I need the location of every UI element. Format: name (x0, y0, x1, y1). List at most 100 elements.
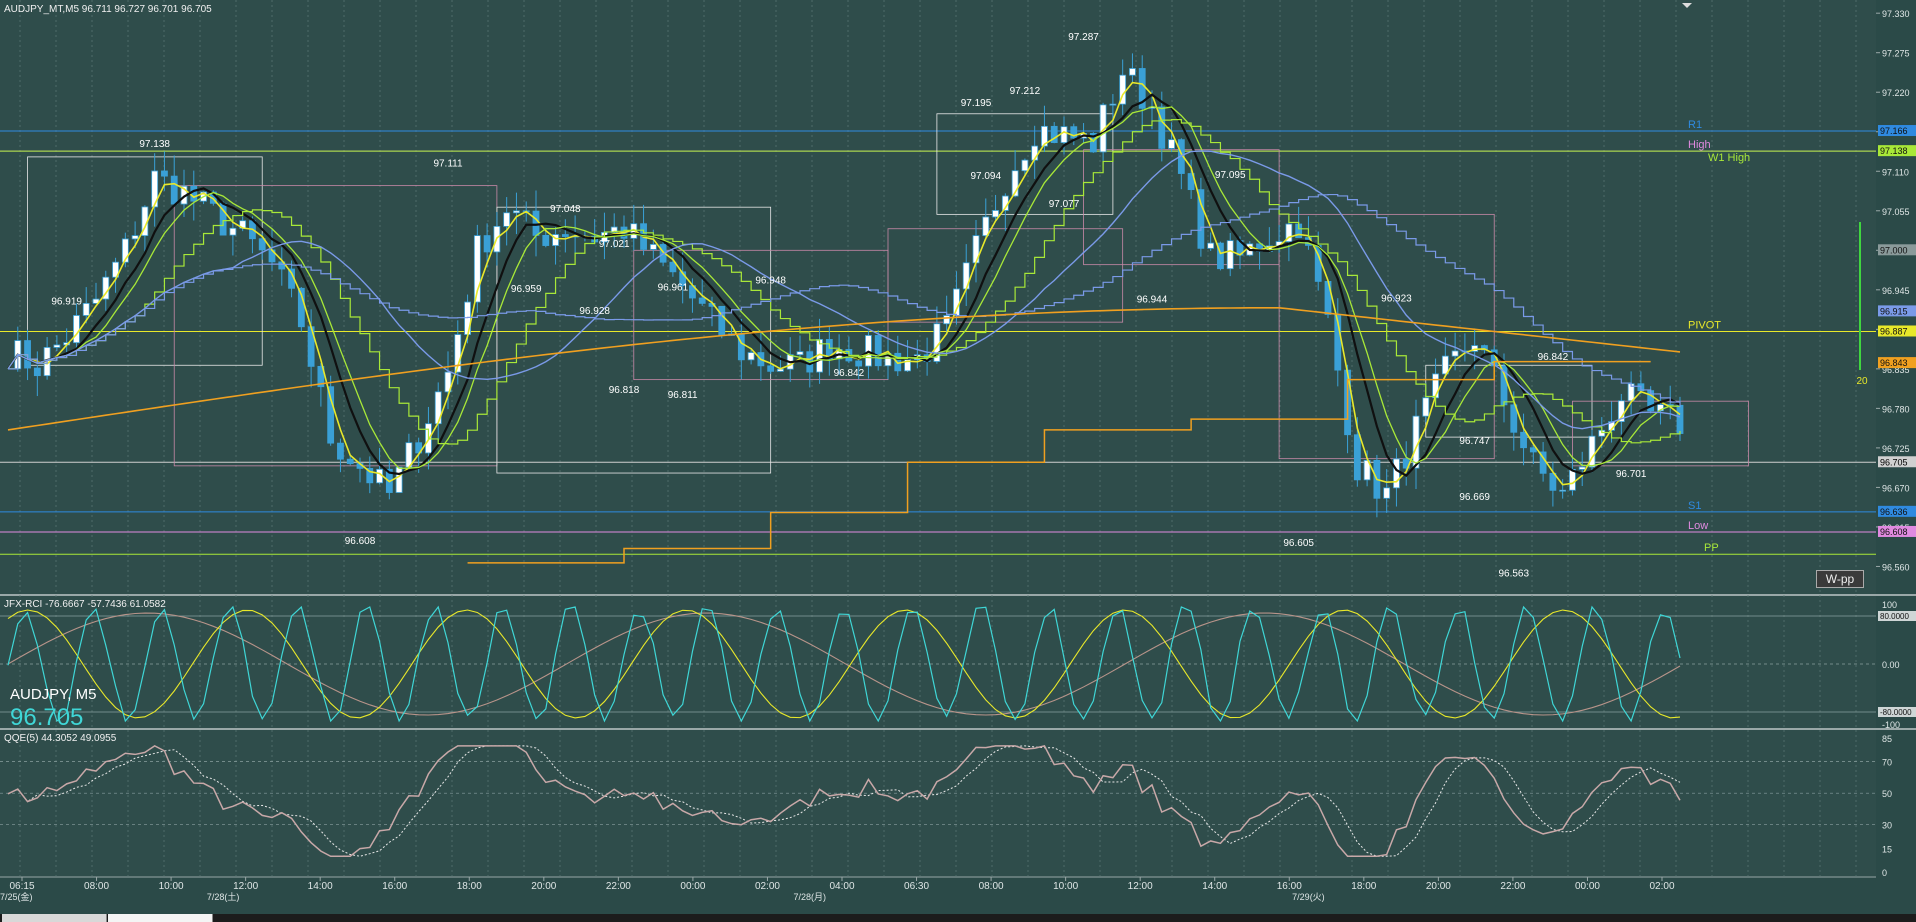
candle (366, 468, 374, 484)
x-tick-label: 02:00 (755, 881, 780, 892)
candle (532, 210, 540, 236)
candle (229, 227, 237, 236)
tab-chart-2[interactable] (108, 914, 213, 922)
ma-blue-step-line (8, 193, 1681, 408)
candle (718, 305, 726, 336)
ma-blue-line (7, 150, 1681, 430)
candle (1060, 126, 1068, 143)
rci-y-tick-label: 80.0000 (1880, 612, 1909, 621)
candle (444, 371, 452, 393)
x-tick-label: 06:15 (9, 881, 34, 892)
pane-divider[interactable] (0, 594, 1916, 596)
x-tick-label: 10:00 (159, 881, 184, 892)
pane-divider[interactable] (0, 728, 1916, 730)
x-tick-label: 14:00 (308, 881, 333, 892)
candle (1129, 68, 1136, 76)
qqe-y-tick-label: 15 (1882, 844, 1892, 854)
axis-price-tag-label: 96.608 (1880, 527, 1908, 537)
candle (170, 175, 178, 205)
candle (1569, 468, 1576, 491)
candle (346, 458, 354, 464)
candle (1168, 139, 1175, 149)
qqe-signal-line (7, 745, 1681, 857)
candle (121, 238, 129, 263)
candle (112, 261, 119, 278)
candle (337, 442, 344, 460)
qqe-pane-header: QQE(5) 44.3052 49.0955 (4, 733, 117, 744)
candle (1441, 355, 1449, 375)
price-pane-header: AUDJPY_MT,M5 96.711 96.727 96.701 96.705 (4, 4, 212, 15)
price-label: 96.944 (1137, 295, 1168, 306)
candle (1676, 404, 1684, 434)
candle (982, 216, 990, 237)
ma-mid-line (7, 93, 1681, 477)
qqe-y-tick-label: 85 (1882, 734, 1892, 744)
y-tick-label: 96.560 (1882, 562, 1910, 572)
wpp-button[interactable]: W-pp (1816, 570, 1864, 588)
candle (1089, 132, 1097, 153)
price-label: 96.961 (658, 282, 689, 293)
price-label: 96.842 (834, 368, 865, 379)
candle (1559, 489, 1567, 492)
candle (1285, 223, 1293, 242)
x-tick-label: 02:00 (1649, 881, 1674, 892)
candle (1529, 447, 1537, 453)
price-label: 96.919 (51, 296, 82, 307)
x-tick-label: 06:30 (904, 881, 929, 892)
y-tick-label: 97.330 (1882, 9, 1910, 19)
rci-y-tick-label: -100 (1882, 720, 1900, 730)
tab-chart-1[interactable] (2, 914, 107, 922)
axis-price-tag-label: 97.138 (1880, 146, 1908, 156)
candle (874, 335, 882, 367)
candle (190, 185, 198, 202)
candle (669, 261, 677, 273)
axis-price-tag-label: 96.915 (1880, 306, 1908, 316)
candle (1207, 242, 1215, 249)
level-label-w1-high: W1 High (1708, 152, 1750, 164)
level-label-pp: PP (1704, 542, 1719, 554)
price-label: 97.212 (1010, 86, 1041, 97)
symbol-price: 96.705 (10, 704, 84, 731)
qqe-pane[interactable] (0, 730, 1876, 876)
candle (151, 170, 159, 208)
axis-price-tag (1878, 525, 1916, 537)
price-label: 96.747 (1459, 436, 1490, 447)
candle (503, 212, 511, 227)
ma-lime-step-line (8, 119, 1681, 445)
candle (1109, 103, 1117, 106)
rci-slow-line (7, 612, 1681, 716)
candle (767, 365, 775, 372)
x-tick-label: 18:00 (457, 881, 482, 892)
x-tick-label: 08:00 (84, 881, 109, 892)
rci-y-tick-label: 0.00 (1882, 660, 1900, 670)
x-tick-label: 12:00 (1128, 881, 1153, 892)
price-label: 97.094 (970, 171, 1001, 182)
candle (1383, 487, 1391, 499)
price-label: 96.669 (1459, 492, 1490, 503)
y-tick-label: 96.780 (1882, 404, 1910, 414)
axis-price-tag (1878, 357, 1916, 369)
rci-y-tick-label: -80.0000 (1880, 708, 1912, 717)
price-label: 96.928 (579, 306, 610, 317)
price-label: 96.948 (755, 276, 786, 287)
candle (131, 235, 139, 240)
candle (161, 170, 168, 177)
rci-pane[interactable] (0, 596, 1876, 728)
orange-step-line (467, 360, 1651, 564)
candle (1451, 350, 1459, 357)
candle (552, 234, 559, 246)
candle (33, 367, 41, 377)
axis-price-tag-label: 96.887 (1880, 326, 1908, 336)
axis-price-tag-label: 96.636 (1880, 507, 1908, 517)
price-label: 97.095 (1215, 170, 1246, 181)
rci-fast-line (7, 605, 1681, 723)
y-tick-label: 97.275 (1882, 49, 1910, 59)
qqe-line (7, 745, 1681, 857)
x-tick-label: 14:00 (1202, 881, 1227, 892)
qqe-y-tick-label: 30 (1882, 821, 1892, 831)
candle (1510, 404, 1518, 433)
tab-strip (0, 914, 1916, 922)
candle (1119, 74, 1127, 105)
candle (825, 339, 833, 360)
